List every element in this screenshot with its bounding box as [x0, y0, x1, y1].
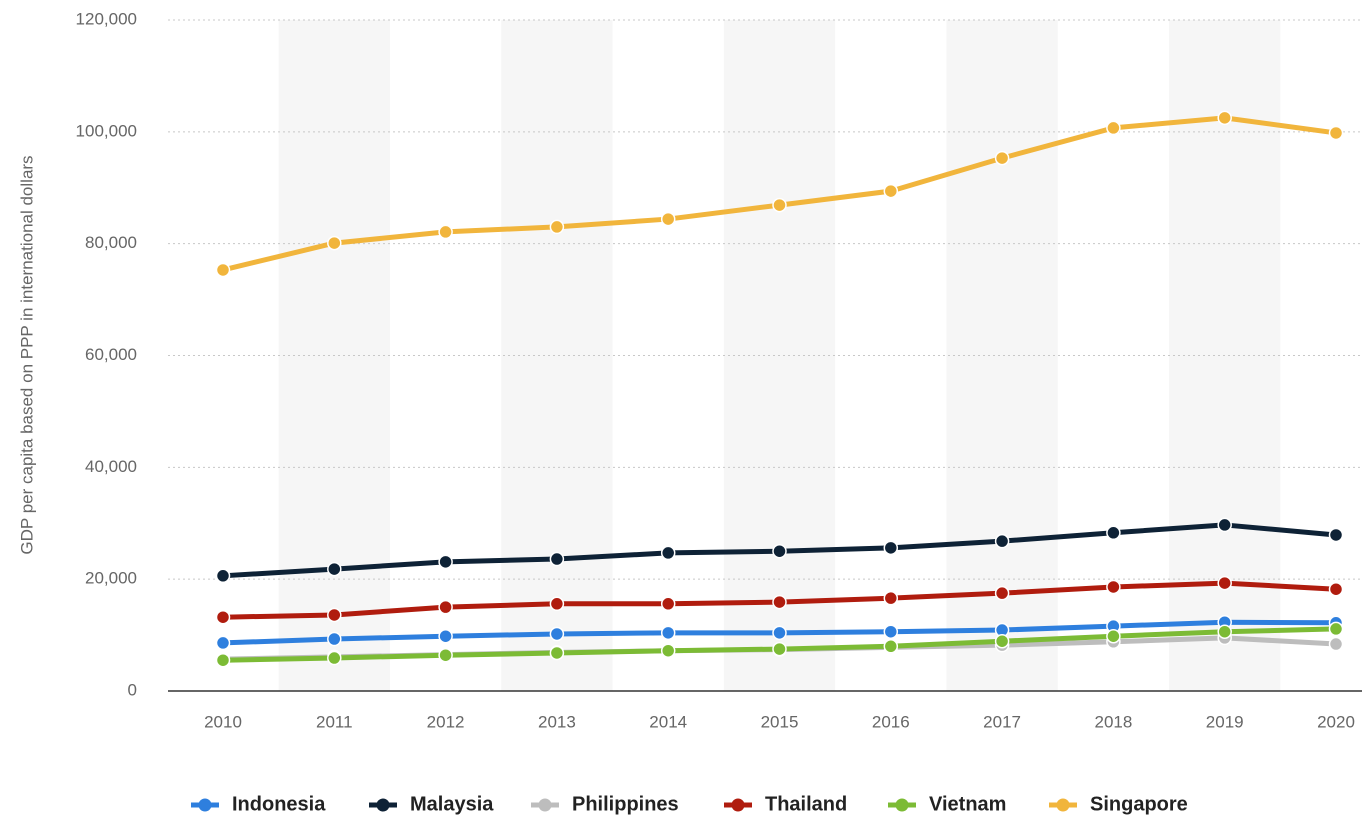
legend-marker	[1056, 798, 1070, 812]
y-tick-label: 40,000	[85, 457, 137, 476]
data-point	[660, 545, 676, 561]
data-point	[215, 568, 231, 584]
data-point	[660, 643, 676, 658]
x-tick-label: 2018	[1094, 712, 1132, 731]
x-tick-label: 2019	[1206, 712, 1244, 731]
data-point	[1328, 125, 1344, 141]
y-tick-label: 0	[128, 680, 137, 699]
column-band	[501, 20, 613, 691]
data-point	[772, 625, 787, 641]
data-point	[772, 197, 787, 213]
data-point	[549, 596, 565, 612]
data-point	[1106, 628, 1121, 644]
x-tick-label: 2020	[1317, 712, 1355, 731]
data-point	[883, 590, 899, 606]
x-tick-label: 2012	[427, 712, 465, 731]
x-tick-label: 2016	[872, 712, 910, 731]
data-point	[215, 609, 231, 625]
data-point	[1328, 527, 1344, 543]
data-point	[1217, 624, 1232, 639]
y-tick-label: 60,000	[85, 345, 137, 364]
data-point	[994, 533, 1010, 549]
legend-label: Singapore	[1090, 793, 1188, 815]
data-point	[994, 150, 1010, 166]
data-point	[994, 585, 1010, 601]
legend-item: Thailand	[724, 793, 847, 815]
data-point	[438, 224, 453, 240]
data-point	[772, 641, 787, 657]
data-point	[660, 596, 676, 612]
legend-marker	[895, 798, 909, 812]
data-point	[883, 540, 899, 556]
data-point	[1217, 110, 1232, 126]
data-point	[215, 652, 231, 668]
x-tick-label: 2017	[983, 712, 1021, 731]
data-point	[327, 235, 342, 251]
legend-item: Malaysia	[369, 793, 494, 815]
data-point	[772, 594, 787, 610]
legend-label: Philippines	[572, 793, 679, 815]
legend-item: Vietnam	[888, 793, 1006, 815]
data-point	[438, 628, 453, 644]
data-point	[1328, 581, 1344, 597]
data-point	[215, 262, 231, 278]
legend-marker	[538, 798, 552, 812]
y-tick-label: 120,000	[76, 9, 137, 28]
data-point	[1106, 579, 1121, 595]
y-tick-label: 20,000	[85, 569, 137, 588]
data-point	[327, 650, 342, 666]
data-point	[327, 607, 342, 623]
y-axis-label: GDP per capita based on PPP in internati…	[17, 155, 36, 554]
data-point	[883, 624, 899, 639]
legend-item: Singapore	[1049, 793, 1188, 815]
y-tick-label: 100,000	[76, 121, 137, 140]
data-point	[660, 211, 676, 227]
legend-item: Philippines	[531, 793, 679, 815]
legend-marker	[198, 798, 212, 812]
data-point	[660, 625, 676, 641]
x-tick-label: 2010	[204, 712, 242, 731]
data-point	[883, 183, 899, 199]
data-point	[549, 626, 565, 642]
x-tick-label: 2013	[538, 712, 576, 731]
data-point	[1217, 575, 1232, 591]
data-point	[438, 599, 453, 615]
data-point	[1328, 636, 1344, 652]
data-point	[549, 219, 565, 235]
legend-item: Indonesia	[191, 793, 326, 815]
data-point	[327, 561, 342, 577]
y-tick-label: 80,000	[85, 233, 137, 252]
x-tick-label: 2014	[649, 712, 687, 731]
data-point	[549, 645, 565, 661]
data-point	[883, 639, 899, 654]
x-tick-label: 2015	[761, 712, 799, 731]
legend-label: Indonesia	[232, 793, 326, 815]
data-point	[1106, 525, 1121, 541]
data-point	[327, 631, 342, 647]
data-point	[1328, 621, 1344, 637]
data-point	[994, 633, 1010, 649]
data-point	[549, 551, 565, 567]
legend-label: Vietnam	[929, 793, 1006, 815]
x-tick-label: 2011	[316, 712, 353, 731]
data-point	[438, 554, 453, 570]
legend-label: Malaysia	[410, 793, 494, 815]
legend-marker	[731, 798, 745, 812]
data-point	[772, 543, 787, 559]
legend-label: Thailand	[765, 793, 847, 815]
legend-marker	[376, 798, 390, 812]
data-point	[1217, 517, 1232, 533]
data-point	[438, 647, 453, 663]
data-point	[1106, 120, 1121, 136]
data-point	[215, 635, 231, 651]
